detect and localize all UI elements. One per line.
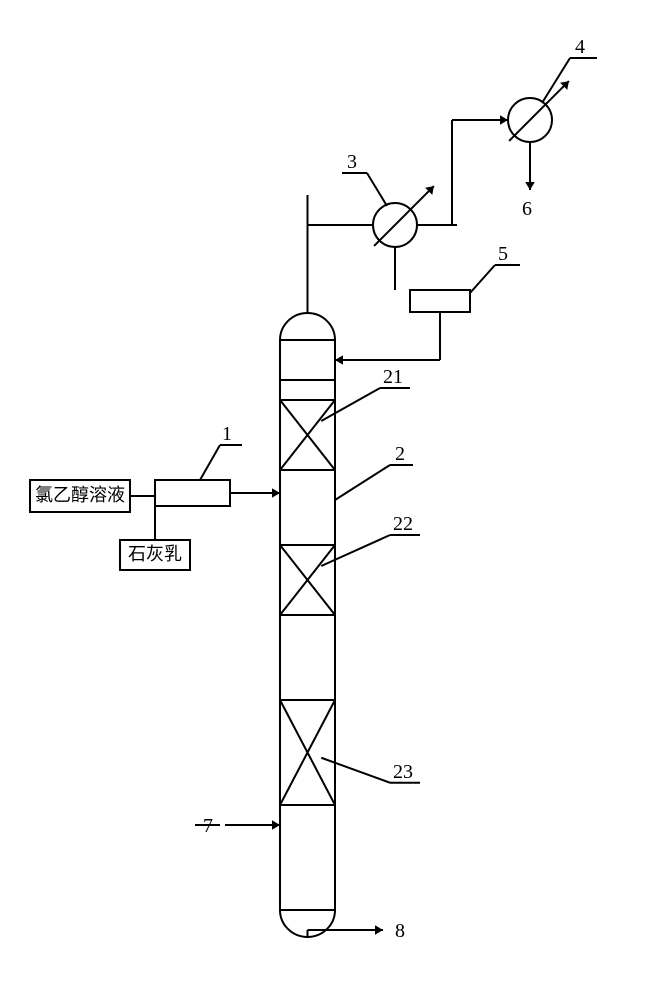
svg-text:6: 6 [522,198,532,220]
reflux-drum [410,290,470,312]
svg-text:氯乙醇溶液: 氯乙醇溶液 [35,485,125,505]
svg-text:4: 4 [575,36,585,58]
svg-text:3: 3 [347,151,357,173]
svg-text:石灰乳: 石灰乳 [128,544,182,564]
svg-text:8: 8 [395,920,405,942]
svg-text:1: 1 [222,423,232,445]
svg-text:5: 5 [498,243,508,265]
column [280,340,335,910]
svg-text:2: 2 [395,443,405,465]
svg-text:21: 21 [383,366,403,388]
svg-text:22: 22 [393,513,413,535]
svg-text:23: 23 [393,761,413,783]
process-flow-diagram: 氯乙醇溶液石灰乳12212223354678 [0,0,650,1000]
mixer [155,480,230,506]
